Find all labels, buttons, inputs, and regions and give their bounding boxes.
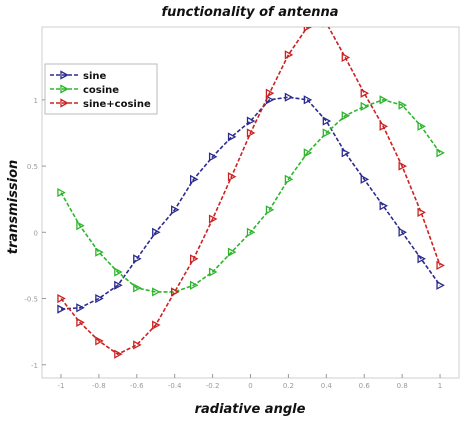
legend: sine cosine sine+cosine [44, 63, 158, 115]
series-sine-cosine [57, 27, 445, 359]
data-point [152, 287, 161, 297]
data-point [284, 92, 294, 102]
data-point [341, 111, 351, 121]
data-point [417, 207, 426, 218]
data-point [265, 88, 275, 98]
data-point [379, 95, 389, 105]
data-point [76, 221, 85, 231]
data-point [208, 267, 218, 277]
data-point [265, 205, 275, 215]
legend-swatch-marker [60, 70, 69, 80]
data-point [95, 293, 104, 304]
chart-title: functionality of antenna [161, 5, 338, 20]
data-point [171, 205, 180, 215]
data-point [133, 340, 142, 350]
x-tick-label: 0.6 [359, 382, 371, 390]
data-point [436, 148, 445, 158]
data-point [303, 27, 313, 32]
legend-swatch-marker [60, 84, 69, 94]
data-point [152, 320, 161, 330]
x-tick-label: 0.4 [321, 382, 333, 390]
data-point [322, 116, 332, 126]
y-tick-label: -0.5 [24, 296, 38, 304]
data-point [171, 287, 180, 297]
data-point [114, 349, 123, 359]
x-tick-label: -0.6 [130, 382, 144, 390]
data-point [284, 50, 294, 60]
legend-swatch-marker [60, 98, 69, 108]
data-point [227, 247, 237, 257]
data-point [133, 283, 142, 293]
data-point [246, 227, 256, 237]
data-point [246, 116, 256, 126]
data-point [417, 121, 426, 131]
data-point [95, 247, 104, 257]
data-point [436, 280, 445, 290]
data-point [133, 254, 142, 264]
data-point [208, 152, 218, 162]
data-point [76, 303, 85, 313]
legend-entry: sine+cosine [50, 98, 151, 110]
x-tick-label: 0.8 [397, 382, 408, 390]
legend-label: sine+cosine [83, 99, 151, 110]
legend-label: sine [83, 71, 106, 82]
data-point [322, 27, 324, 28]
series-line [60, 98, 441, 293]
series-layer [57, 27, 445, 359]
data-point [189, 254, 199, 264]
data-point [436, 260, 445, 271]
data-point [189, 280, 199, 290]
data-point [95, 336, 104, 346]
x-tick-label: -0.8 [92, 382, 106, 390]
y-axis-label: transmission [6, 160, 21, 255]
data-point [417, 254, 426, 264]
series-line [60, 27, 441, 356]
data-point [398, 100, 408, 110]
legend-entry: sine [50, 70, 106, 82]
x-axis-label: radiative angle [195, 402, 306, 417]
data-point [227, 172, 237, 182]
data-point [57, 187, 66, 198]
data-point [76, 317, 85, 327]
data-point [322, 128, 332, 138]
y-tick-label: -1 [31, 362, 38, 370]
data-point [341, 148, 351, 158]
y-tick-label: 0.5 [27, 163, 38, 171]
data-point [152, 227, 161, 237]
data-point [379, 121, 389, 131]
x-tick-label: 0.2 [283, 382, 294, 390]
data-point [284, 174, 294, 184]
x-tick-label: 1 [438, 382, 442, 390]
data-point [398, 227, 408, 237]
series-cosine [57, 95, 445, 297]
data-point [341, 52, 351, 63]
legend-label: cosine [83, 85, 119, 96]
y-tick-label: 0 [34, 229, 38, 237]
legend-entry: cosine [50, 84, 119, 96]
x-tick-label: -1 [57, 382, 64, 390]
data-point [379, 201, 389, 211]
x-tick-label: -0.2 [206, 382, 220, 390]
data-point [227, 132, 237, 142]
data-point [208, 214, 218, 224]
data-point [303, 95, 313, 105]
data-point [360, 88, 370, 98]
data-point [360, 174, 370, 184]
data-point [398, 161, 408, 171]
x-tick-label: -0.4 [168, 382, 182, 390]
data-point [114, 280, 123, 290]
data-point [114, 267, 123, 277]
data-point [57, 304, 66, 314]
data-point [303, 148, 313, 158]
x-tick-label: 0 [248, 382, 252, 390]
data-point [57, 293, 66, 304]
data-point [360, 101, 370, 112]
data-point [246, 128, 256, 138]
axis-ticks: -1 -0.8 -0.6 -0.4 -0.2 0 0.2 0.4 0.6 0.8 1 -1 -0.5 0 0… [24, 97, 442, 390]
data-point [189, 174, 199, 184]
y-tick-label: 1 [34, 97, 38, 105]
